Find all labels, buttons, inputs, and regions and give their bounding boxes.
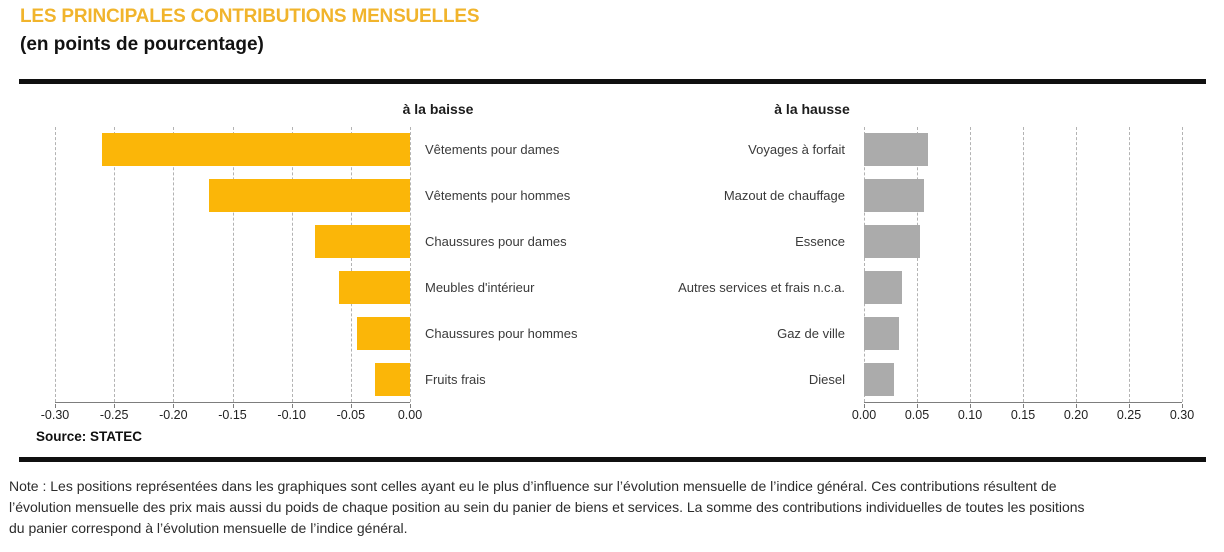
category-label: Fruits frais bbox=[425, 371, 486, 387]
bar bbox=[864, 133, 928, 167]
gridline bbox=[350, 127, 352, 402]
axis-tick bbox=[350, 404, 352, 408]
axis-tick-label: 0.00 bbox=[397, 408, 423, 422]
gridline bbox=[1023, 127, 1024, 402]
gridline bbox=[173, 127, 175, 402]
bar bbox=[864, 362, 894, 396]
axis-tick bbox=[1129, 404, 1130, 408]
category-label: Meubles d'intérieur bbox=[425, 279, 535, 295]
top-divider-rule bbox=[19, 79, 1206, 84]
x-axis-hausse: 0.00 0.05 0.10 0.15 0.20 0.25 0.30 bbox=[852, 408, 1194, 422]
category-label: Chaussures pour dames bbox=[425, 234, 567, 250]
category-label: Vêtements pour dames bbox=[425, 142, 560, 158]
axis-tick-label: -0.20 bbox=[159, 408, 188, 422]
bar bbox=[864, 225, 921, 259]
bottom-divider-rule bbox=[19, 457, 1206, 462]
gridline bbox=[970, 127, 971, 402]
bar bbox=[339, 270, 410, 304]
axis-tick bbox=[970, 404, 971, 408]
axis-tick-label: 0.25 bbox=[1116, 408, 1142, 422]
axis-tick bbox=[1023, 404, 1024, 408]
footnote-line: Note : Les positions représentées dans l… bbox=[9, 478, 1057, 494]
axis-tick bbox=[232, 404, 234, 408]
category-labels-baisse: Vêtements pour dames Vêtements pour homme… bbox=[425, 127, 610, 402]
page-title: LES PRINCIPALES CONTRIBUTIONS MENSUELLES bbox=[20, 6, 480, 27]
category-label: Essence bbox=[795, 234, 845, 250]
category-row: Vêtements pour dames bbox=[425, 127, 610, 173]
gridline bbox=[232, 127, 234, 402]
bar bbox=[356, 316, 410, 350]
category-row: Chaussures pour hommes bbox=[425, 310, 610, 356]
category-label: Vêtements pour hommes bbox=[425, 188, 571, 204]
gridline bbox=[410, 127, 411, 402]
axis-tick bbox=[1182, 404, 1183, 408]
axis-tick-label: 0.30 bbox=[1169, 408, 1195, 422]
gridline bbox=[917, 127, 918, 402]
gridline bbox=[291, 127, 293, 402]
gridline bbox=[55, 127, 56, 402]
category-row: Autres services et frais n.c.a. bbox=[608, 265, 845, 311]
category-row: Voyages à forfait bbox=[608, 127, 845, 173]
category-row: Meubles d'intérieur bbox=[425, 265, 610, 311]
axis-tick bbox=[1076, 404, 1077, 408]
axis-tick-label: 0.10 bbox=[957, 408, 983, 422]
chart-title-baisse: à la baisse bbox=[402, 101, 474, 117]
footnote-line: du panier correspond à l’évolution mensu… bbox=[9, 520, 408, 536]
page-subtitle: (en points de pourcentage) bbox=[20, 34, 264, 55]
axis-tick-label: -0.25 bbox=[99, 408, 129, 422]
chart-plot-hausse bbox=[864, 127, 1183, 408]
axis-tick-label: -0.30 bbox=[40, 408, 70, 422]
category-row: Essence bbox=[608, 219, 845, 265]
axis-tick bbox=[864, 404, 865, 408]
category-row: Diesel bbox=[608, 356, 845, 402]
category-label: Mazout de chauffage bbox=[723, 188, 845, 204]
x-axis-baisse: -0.30 -0.25 -0.20 -0.15 -0.10 -0.05 0.00 bbox=[41, 408, 422, 422]
axis-tick bbox=[114, 404, 116, 408]
axis-tick bbox=[291, 404, 293, 408]
chart-title-hausse: à la hausse bbox=[774, 101, 850, 117]
bar bbox=[102, 133, 410, 167]
bar bbox=[864, 316, 899, 350]
axis-tick-label: 0.05 bbox=[904, 408, 930, 422]
axis-tick-label: 0.00 bbox=[851, 408, 877, 422]
axis-tick-label: -0.10 bbox=[277, 408, 306, 422]
axis-tick bbox=[173, 404, 175, 408]
axis-tick-label: -0.15 bbox=[218, 408, 247, 422]
axis-tick bbox=[410, 404, 411, 408]
bar bbox=[315, 225, 410, 259]
gridline bbox=[864, 127, 865, 402]
gridline bbox=[1129, 127, 1130, 402]
chart-plot-baisse bbox=[55, 127, 411, 408]
gridline bbox=[114, 127, 116, 402]
category-labels-hausse: Voyages à forfait Mazout de chauffage Esse… bbox=[608, 127, 845, 402]
category-row: Vêtements pour hommes bbox=[425, 173, 610, 219]
gridline bbox=[1076, 127, 1077, 402]
bar bbox=[864, 270, 903, 304]
category-label: Voyages à forfait bbox=[748, 142, 845, 158]
bar bbox=[864, 179, 925, 213]
category-label: Gaz de ville bbox=[777, 325, 845, 341]
bar bbox=[208, 179, 410, 213]
category-label: Autres services et frais n.c.a. bbox=[678, 279, 845, 295]
category-row: Gaz de ville bbox=[608, 310, 845, 356]
axis-tick-label: 0.15 bbox=[1010, 408, 1036, 422]
footnote: Note : Les positions représentées dans l… bbox=[9, 476, 1085, 539]
category-row: Chaussures pour dames bbox=[425, 219, 610, 265]
category-label: Chaussures pour hommes bbox=[425, 325, 578, 341]
axis-tick bbox=[55, 404, 56, 408]
axis-tick-label: -0.05 bbox=[336, 408, 366, 422]
gridline bbox=[1182, 127, 1183, 402]
axis-tick-label: 0.20 bbox=[1063, 408, 1089, 422]
category-label: Diesel bbox=[808, 371, 845, 387]
source-label: Source: STATEC bbox=[36, 429, 143, 444]
category-row: Mazout de chauffage bbox=[608, 173, 845, 219]
bar bbox=[374, 362, 410, 396]
footnote-line: l’évolution mensuelle des prix mais auss… bbox=[9, 499, 1085, 515]
category-row: Fruits frais bbox=[425, 356, 610, 402]
axis-tick bbox=[917, 404, 918, 408]
